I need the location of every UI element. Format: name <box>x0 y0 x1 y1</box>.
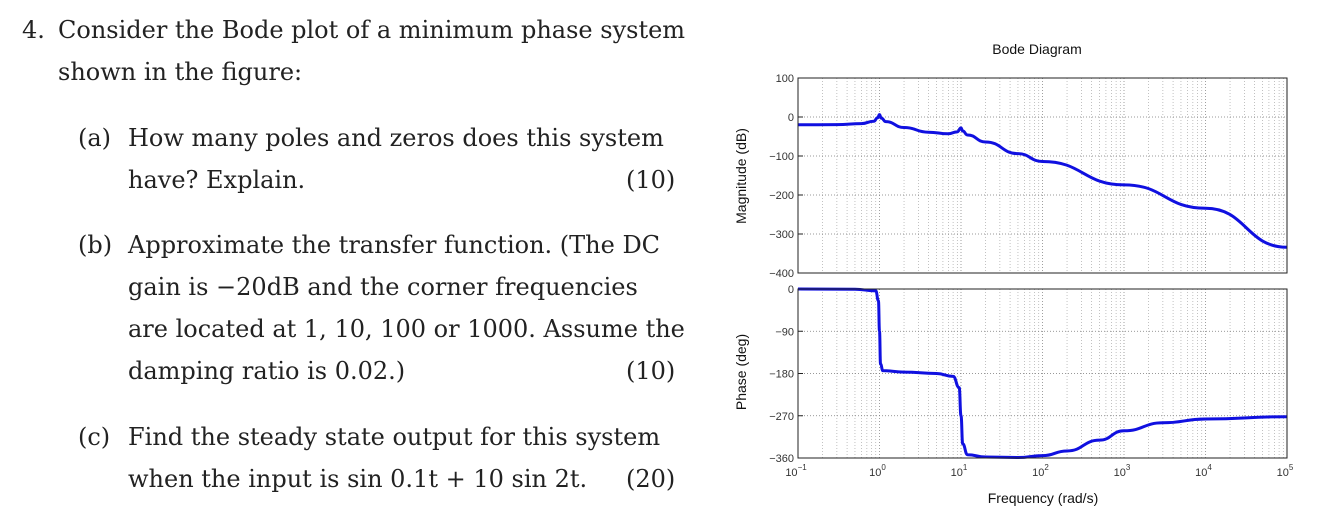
magnitude-ytick-label: −300 <box>769 229 794 241</box>
part-c-line1: Find the steady state output for this sy… <box>128 423 661 451</box>
phase-ytick-label: −360 <box>769 453 794 465</box>
part-c-line2: when the input is sin 0.1t + 10 sin 2t. <box>128 465 588 493</box>
part-c-label: (c) <box>78 423 111 451</box>
chart-title: Bode Diagram <box>992 41 1082 57</box>
magnitude-ytick-label: −400 <box>769 268 794 280</box>
part-a-points: (10) <box>626 166 676 194</box>
magnitude-ytick-label: 100 <box>776 73 794 85</box>
bode-diagram: Bode Diagram Magnitude (dB) Phase (deg) … <box>733 41 1294 506</box>
phase-ylabel: Phase (deg) <box>733 334 749 410</box>
x-tick-label: 104 <box>1195 463 1212 479</box>
part-a-line2: have? Explain. <box>128 166 306 194</box>
part-a-label: (a) <box>78 124 112 152</box>
magnitude-ytick-label: −100 <box>769 151 794 163</box>
x-axis-label: Frequency (rad/s) <box>988 490 1098 506</box>
part-b-line3: are located at 1, 10, 100 or 1000. Assum… <box>128 315 685 343</box>
x-tick-label: 100 <box>869 463 886 479</box>
part-b-points: (10) <box>626 357 676 385</box>
phase-ytick-label: −90 <box>775 326 794 338</box>
question-number: 4. <box>22 16 45 44</box>
phase-curve <box>797 287 1288 460</box>
question-intro-line2: shown in the figure: <box>58 58 303 86</box>
phase-ytick-label: 0 <box>788 284 794 296</box>
part-c-points: (20) <box>626 465 676 493</box>
x-tick-label: 101 <box>951 463 968 479</box>
magnitude-ytick-label: 0 <box>788 112 794 124</box>
magnitude-plot-frame <box>797 77 1288 274</box>
part-a-line1: How many poles and zeros does this syste… <box>128 124 664 152</box>
x-tick-label: 105 <box>1277 463 1294 479</box>
question-intro-line1: Consider the Bode plot of a minimum phas… <box>58 16 686 44</box>
phase-ytick-label: −270 <box>769 411 794 423</box>
x-tick-label: 102 <box>1032 463 1049 479</box>
phase-plot-frame <box>797 288 1288 459</box>
magnitude-ylabel: Magnitude (dB) <box>733 128 749 224</box>
phase-ytick-label: −180 <box>769 369 794 381</box>
magnitude-curve <box>797 113 1288 249</box>
x-tick-label: 103 <box>1114 463 1131 479</box>
part-b-line2: gain is −20dB and the corner frequencies <box>128 273 638 301</box>
part-b-line1: Approximate the transfer function. (The … <box>128 231 661 259</box>
part-b-label: (b) <box>78 231 113 259</box>
x-tick-label: 10−1 <box>785 463 807 479</box>
magnitude-ytick-label: −200 <box>769 190 794 202</box>
part-b-line4: damping ratio is 0.02.) <box>128 357 406 385</box>
